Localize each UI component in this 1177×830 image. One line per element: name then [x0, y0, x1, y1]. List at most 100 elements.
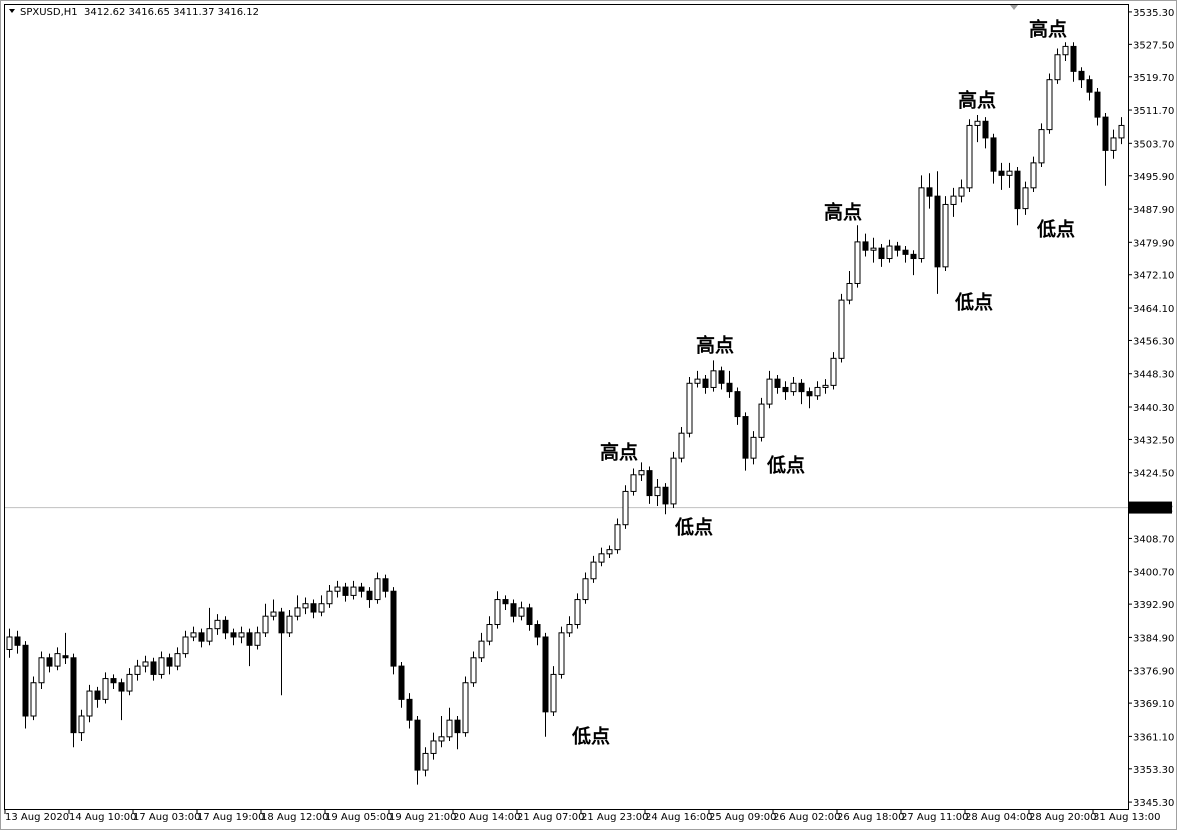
- candle-body: [854, 241, 861, 284]
- candle-body: [750, 436, 757, 459]
- candle-body: [790, 382, 797, 393]
- x-tick-label: 26 Aug 02:00: [773, 812, 840, 823]
- price-label: 3416.12: [1132, 504, 1173, 515]
- y-tick-label: 3432.50: [1133, 435, 1174, 446]
- candle-body: [6, 636, 13, 650]
- plot-frame: [4, 4, 1129, 810]
- candle-body: [1102, 116, 1109, 151]
- x-tick-label: 21 Aug 23:00: [581, 812, 648, 823]
- x-tick-label: 19 Aug 21:00: [389, 812, 456, 823]
- candle-body: [334, 586, 341, 592]
- candle-body: [118, 682, 125, 692]
- candle-body: [70, 657, 77, 734]
- menu-arrow[interactable]: [9, 9, 15, 13]
- y-tick-label: 3456.30: [1133, 336, 1174, 347]
- candle-body: [462, 682, 469, 734]
- y-tick-label: 3511.70: [1133, 106, 1174, 117]
- candle-body: [454, 719, 461, 734]
- candle-body: [782, 386, 789, 393]
- candle-body: [1022, 187, 1029, 210]
- candle-body: [910, 253, 917, 260]
- candle-body: [614, 524, 621, 551]
- candle-body: [46, 657, 53, 667]
- x-tick-label: 19 Aug 05:00: [325, 812, 392, 823]
- candle-body: [342, 586, 349, 596]
- annotation: 高点: [1029, 18, 1067, 41]
- candle-body: [974, 120, 981, 126]
- candle-body: [406, 698, 413, 721]
- candle-body: [830, 357, 837, 386]
- y-tick-label: 3369.10: [1133, 699, 1174, 710]
- candle-body: [638, 470, 645, 476]
- candle-body: [950, 195, 957, 205]
- shift-marker[interactable]: [1010, 5, 1018, 10]
- candle-body: [822, 384, 829, 388]
- y-tick-label: 3464.10: [1133, 304, 1174, 315]
- candle-body: [350, 586, 357, 596]
- candle-body: [486, 624, 493, 642]
- price-label-box: [1129, 501, 1172, 514]
- candle-body: [182, 636, 189, 655]
- candle-body: [734, 391, 741, 418]
- candle-body: [654, 486, 661, 497]
- candle-body: [302, 603, 309, 609]
- candle-body: [566, 624, 573, 634]
- candle-body: [310, 603, 317, 613]
- candle-body: [702, 378, 709, 388]
- candle-body: [430, 740, 437, 754]
- candle-body: [1014, 170, 1021, 210]
- candle-body: [174, 653, 181, 667]
- candle-body: [94, 690, 101, 700]
- candle-body: [438, 736, 445, 742]
- x-tick-label: 21 Aug 07:00: [517, 812, 584, 823]
- y-tick-label: 3392.90: [1133, 600, 1174, 611]
- candle-body: [366, 590, 373, 601]
- candle-body: [286, 615, 293, 634]
- candle-body: [550, 673, 557, 713]
- candle-body: [918, 187, 925, 260]
- candle-body: [998, 170, 1005, 176]
- candle-body: [1094, 91, 1101, 118]
- candle-body: [574, 599, 581, 626]
- candle-body: [470, 657, 477, 684]
- candle-body: [758, 403, 765, 438]
- candle-body: [862, 241, 869, 251]
- candle-body: [86, 690, 93, 717]
- candle-body: [518, 607, 525, 617]
- candle-body: [670, 457, 677, 505]
- candle-body: [1038, 129, 1045, 164]
- candle-body: [62, 655, 69, 659]
- y-tick-label: 3479.90: [1133, 238, 1174, 249]
- candle-body: [870, 247, 877, 251]
- y-tick-label: 3472.10: [1133, 271, 1174, 282]
- candle-body: [958, 187, 965, 197]
- candle-body: [878, 247, 885, 260]
- candle-body: [246, 632, 253, 646]
- candle-body: [270, 611, 277, 617]
- y-tick-label: 3345.30: [1133, 798, 1174, 809]
- candle-body: [510, 603, 517, 617]
- candle-body: [686, 382, 693, 434]
- candle-body: [798, 382, 805, 393]
- candle-body: [1070, 45, 1077, 72]
- candle-body: [1054, 54, 1061, 81]
- candle-body: [1118, 124, 1125, 139]
- y-tick-label: 3503.70: [1133, 139, 1174, 150]
- candle-body: [1078, 70, 1085, 81]
- candle-body: [630, 474, 637, 492]
- candle-body: [678, 432, 685, 459]
- annotation: 低点: [1036, 218, 1075, 241]
- y-tick-label: 3376.90: [1133, 667, 1174, 678]
- y-tick-label: 3408.70: [1133, 534, 1174, 545]
- candle-body: [158, 657, 165, 675]
- annotation: 低点: [571, 725, 610, 748]
- candle-body: [206, 628, 213, 642]
- candle-body: [806, 391, 813, 397]
- candle-body: [622, 490, 629, 526]
- candle-body: [358, 586, 365, 592]
- candle-body: [494, 599, 501, 626]
- candle-body: [238, 632, 245, 638]
- candle-body: [414, 719, 421, 771]
